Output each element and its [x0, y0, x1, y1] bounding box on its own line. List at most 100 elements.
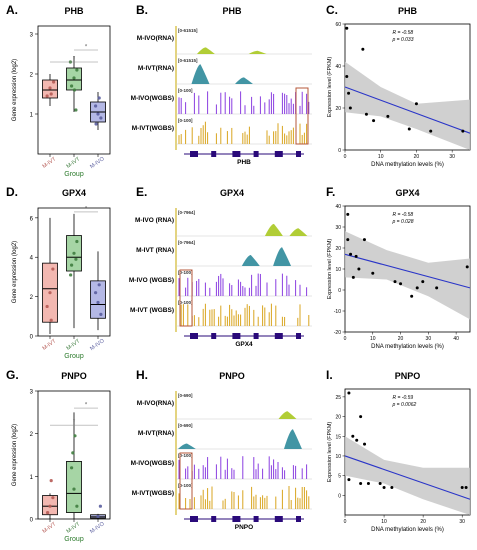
y-tick-label: 20	[335, 246, 341, 252]
track: M-IVT(WGBS) [0-100]	[132, 483, 312, 510]
panel-title: GPX4	[220, 188, 244, 198]
gene-exon	[274, 151, 283, 157]
gene-exon	[211, 516, 217, 522]
data-point	[48, 86, 52, 90]
boxplot-panel: A. PHB 1 2 3 Gene expression (log2) M-IVT M-IVT…	[6, 3, 111, 178]
y-axis-label: Gene expression (log2)	[12, 424, 18, 486]
rna-coverage-peak	[177, 443, 196, 449]
data-point	[357, 267, 361, 271]
data-point	[49, 318, 53, 322]
data-point	[382, 485, 386, 489]
data-point	[351, 275, 355, 279]
data-point	[435, 286, 439, 290]
boxplot-panel: D. GPX4 0 2 4 6 Gene expression (log2) M-IVT M-I…	[6, 185, 111, 360]
track-scale: [0-7964]	[178, 210, 196, 215]
regression-line	[344, 253, 471, 289]
track-label: M-IVT(RNA)	[138, 430, 174, 437]
x-tick-label: 20	[398, 336, 404, 342]
track-scale: [0-690]	[178, 423, 193, 428]
track: M-IVO(RNA) [0-61515]	[137, 28, 312, 55]
x-tick-label: 0	[344, 336, 347, 342]
x-tick-label: M-IVO	[89, 338, 106, 352]
data-point	[72, 88, 77, 92]
data-point	[347, 391, 351, 395]
gene-exon	[253, 151, 259, 157]
data-point	[72, 76, 76, 80]
data-point	[464, 485, 468, 489]
significance-label: *	[85, 403, 88, 409]
data-point	[72, 251, 76, 255]
track-scale: [0-100]	[178, 88, 193, 93]
data-point	[97, 283, 101, 287]
scatter-panel: F. GPX4 0 10 20 30 40 -20 -10 0 10 20 30 40 R = -0.58p…	[326, 185, 471, 350]
data-point	[351, 434, 355, 438]
gene-exon	[232, 151, 241, 157]
y-tick-label: 40	[335, 64, 341, 70]
track-scale: [0-100]	[178, 483, 193, 488]
y-tick-label: 2	[30, 432, 34, 438]
data-point	[359, 482, 363, 485]
gene-exon	[190, 333, 198, 339]
panel-letter: F.	[326, 185, 335, 199]
gene-exon	[232, 516, 241, 522]
data-point	[69, 273, 73, 277]
data-point	[73, 434, 77, 438]
promoter-highlight-box	[295, 87, 309, 145]
correlation-r: R = -0.58	[393, 212, 414, 218]
data-point	[75, 504, 79, 508]
x-tick-label: 10	[370, 336, 376, 342]
gene-exon	[211, 151, 217, 157]
significance-label: *	[73, 420, 76, 426]
data-point	[71, 451, 75, 455]
data-point	[407, 127, 411, 131]
y-tick-label: 10	[335, 267, 341, 273]
y-tick-label: 2	[30, 73, 34, 79]
data-point	[359, 415, 363, 419]
x-tick-label: 40	[453, 336, 459, 342]
y-tick-label: -20	[334, 330, 341, 336]
data-point	[74, 108, 78, 112]
track-label: M-IVT(WGBS)	[132, 490, 174, 497]
gene-label: PNPO	[235, 524, 253, 531]
track-label: M-IVO(RNA)	[137, 35, 174, 42]
y-tick-label: 20	[335, 415, 341, 421]
x-tick-label: M-IVO	[89, 521, 106, 535]
data-point	[346, 212, 350, 216]
correlation-p: p = 0.0062	[392, 402, 417, 408]
y-axis-label: Expression level (FPKM)	[327, 422, 333, 483]
rna-coverage-peak	[248, 50, 267, 54]
y-tick-label: 5	[338, 474, 341, 480]
x-tick-label: 30	[459, 519, 465, 525]
data-point	[74, 257, 78, 261]
data-point	[414, 102, 418, 106]
track: M-IVO(WGBS) [0-100]	[131, 88, 312, 115]
x-tick-label: M-IVT	[42, 156, 58, 170]
data-point	[70, 466, 74, 470]
x-axis-label: Group	[64, 353, 84, 360]
data-point	[354, 254, 358, 258]
x-tick-label: 30	[426, 336, 432, 342]
y-tick-label: 30	[335, 225, 341, 231]
data-point	[96, 300, 100, 305]
panel-letter: C.	[326, 3, 338, 17]
panel-letter: G.	[6, 368, 19, 382]
x-tick-label: M-IVT	[66, 521, 82, 535]
x-axis-label: DNA methylation levels (%)	[371, 162, 444, 168]
x-tick-label: 0	[344, 154, 347, 160]
data-point	[393, 280, 397, 284]
x-tick-label: M-IVT	[66, 338, 82, 352]
y-axis-label: Expression level (FPKM)	[327, 239, 333, 300]
correlation-p: p = 0.028	[392, 219, 414, 225]
rna-coverage-peak	[273, 247, 292, 266]
panel-letter: H.	[136, 368, 148, 382]
panel-title: PNPO	[395, 371, 421, 381]
gene-exon	[190, 516, 198, 522]
gene-exon	[253, 333, 259, 339]
panel-letter: I.	[326, 368, 333, 382]
x-axis-label: DNA methylation levels (%)	[371, 344, 444, 350]
data-point	[460, 485, 464, 489]
regression-line	[344, 455, 471, 500]
gene-label: PHB	[237, 159, 251, 166]
y-tick-label: 6	[30, 216, 34, 222]
significance-label: *	[85, 206, 88, 212]
